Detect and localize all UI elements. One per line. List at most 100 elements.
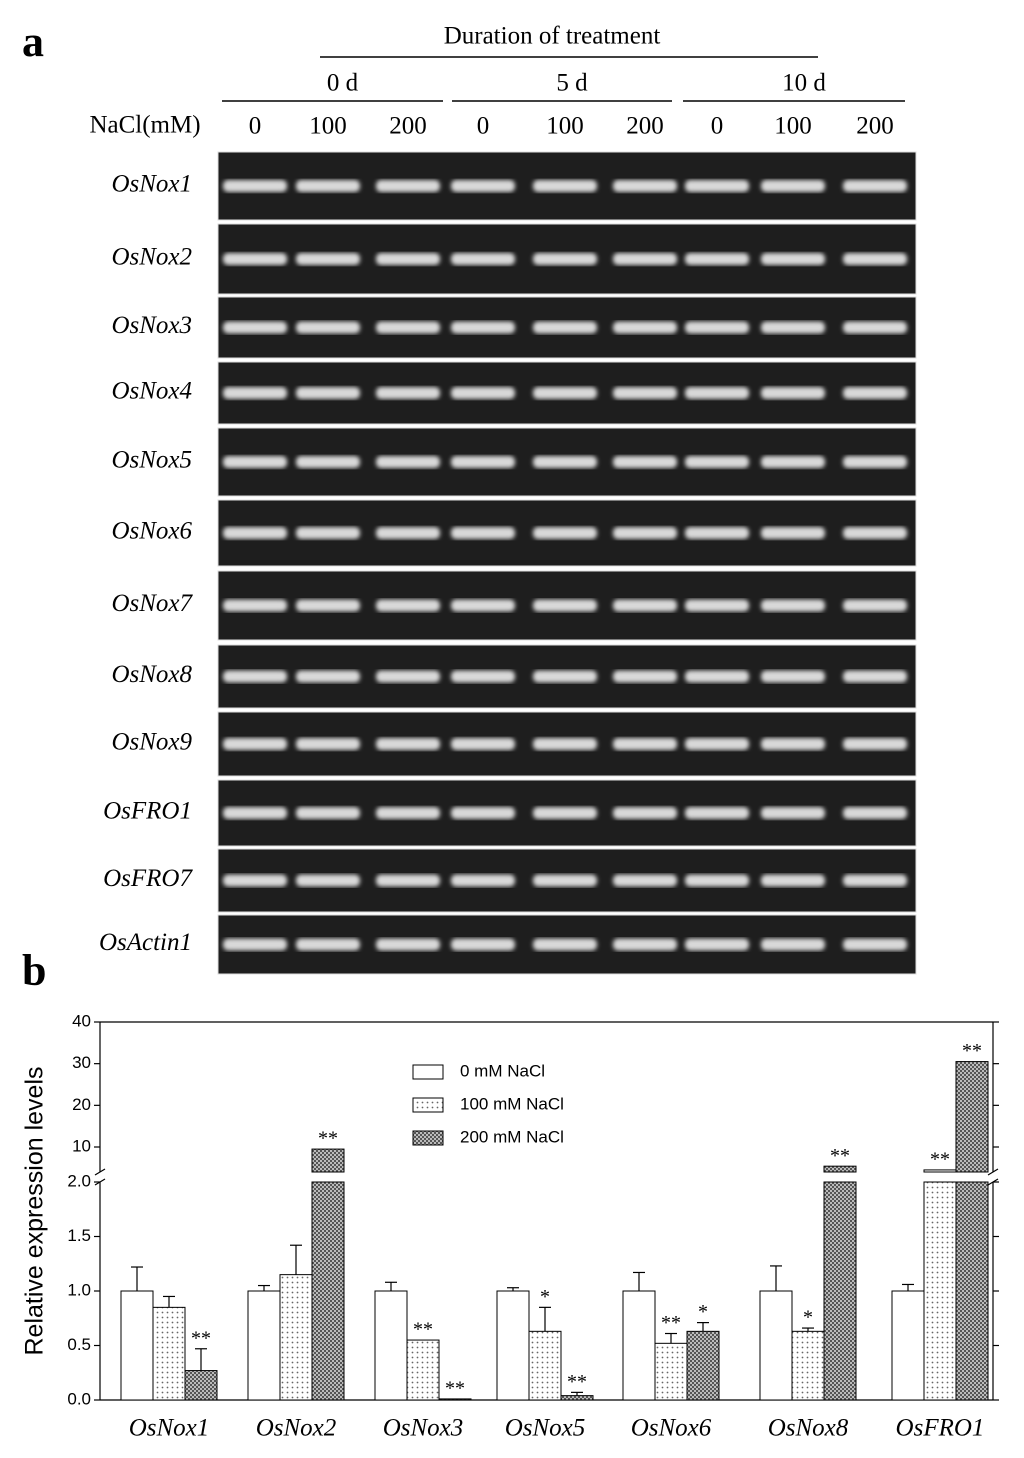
x-tick-label: OsNox1 — [129, 1415, 210, 1442]
x-tick-label: OsNox3 — [383, 1415, 464, 1442]
gel-band — [223, 670, 287, 683]
bar — [374, 1290, 408, 1401]
y-tick-label: 20 — [72, 1095, 91, 1114]
gel-band — [613, 670, 677, 683]
gel-band — [533, 180, 597, 192]
legend-swatch — [412, 1097, 444, 1113]
gel-band — [843, 387, 907, 399]
gel-band — [451, 874, 515, 887]
significance: * — [698, 1301, 708, 1323]
gel-band — [376, 938, 440, 951]
gel-band — [296, 670, 360, 683]
gel-band — [376, 670, 440, 683]
gel-band — [376, 599, 440, 612]
gene-label: OsNox3 — [111, 312, 192, 339]
gel-band — [533, 599, 597, 612]
gel-band — [451, 321, 515, 334]
y-tick-label: 10 — [72, 1136, 91, 1155]
gel-band — [376, 253, 440, 265]
gel-band — [296, 387, 360, 399]
bar — [560, 1395, 594, 1401]
gel-band — [685, 938, 749, 951]
gene-label: OsNox8 — [111, 661, 192, 688]
gene-label: OsNox4 — [111, 378, 192, 405]
bar — [791, 1330, 825, 1401]
bar — [686, 1330, 720, 1401]
significance: ** — [413, 1319, 433, 1341]
bar — [247, 1290, 281, 1401]
gel-band — [451, 253, 515, 265]
gel-band — [533, 670, 597, 683]
lane-label: 0 — [249, 113, 262, 140]
nacl-label: NaCl(mM) — [89, 112, 200, 139]
gel-band — [761, 938, 825, 951]
gel-band — [451, 670, 515, 683]
gel-band — [685, 599, 749, 612]
gel-band — [685, 738, 749, 750]
significance: ** — [567, 1371, 587, 1393]
gel-band — [376, 738, 440, 750]
gel-band — [761, 738, 825, 750]
gel-band — [533, 456, 597, 468]
gel-band — [843, 321, 907, 334]
gel-band — [533, 321, 597, 334]
gene-label: OsNox2 — [111, 244, 192, 271]
significance: ** — [445, 1378, 465, 1400]
gel-band — [761, 807, 825, 819]
gel-band — [613, 938, 677, 951]
gel-band — [685, 387, 749, 399]
gel-band — [761, 527, 825, 539]
gel-band — [376, 387, 440, 399]
lane-label: 200 — [856, 113, 894, 140]
gel-band — [533, 874, 597, 887]
gel-band — [296, 456, 360, 468]
gel-band — [376, 527, 440, 539]
gel-band — [223, 874, 287, 887]
x-tick-label: OsFRO1 — [896, 1415, 985, 1442]
gel-band — [223, 807, 287, 819]
gel-band — [223, 180, 287, 192]
gel-band — [843, 738, 907, 750]
gel-band — [761, 874, 825, 887]
bar — [891, 1290, 925, 1401]
duration-label: 10 d — [782, 70, 826, 97]
gel-band — [843, 253, 907, 265]
bar-lower — [311, 1181, 345, 1401]
gel-band — [613, 321, 677, 334]
gel-band — [843, 527, 907, 539]
gel-band — [843, 180, 907, 192]
gel-band — [761, 599, 825, 612]
gel-band — [613, 387, 677, 399]
y-tick-label: 1.5 — [67, 1226, 91, 1245]
gel-band — [761, 670, 825, 683]
gel-band — [613, 180, 677, 192]
bar — [184, 1370, 218, 1401]
gel-band — [296, 253, 360, 265]
gel-band — [685, 253, 749, 265]
gel-band — [223, 738, 287, 750]
gel-band — [451, 527, 515, 539]
bar-upper — [955, 1061, 989, 1173]
significance: ** — [830, 1145, 850, 1167]
duration-label: 0 d — [327, 70, 359, 97]
significance: ** — [191, 1327, 211, 1349]
gel-band — [685, 807, 749, 819]
gel-band — [761, 180, 825, 192]
bar — [654, 1342, 688, 1401]
gel-band — [451, 807, 515, 819]
bar — [528, 1330, 562, 1401]
gel-band — [296, 738, 360, 750]
y-tick-label: 1.0 — [67, 1280, 91, 1299]
gel-band — [533, 253, 597, 265]
lane-label: 100 — [309, 113, 347, 140]
x-tick-label: OsNox6 — [631, 1415, 712, 1442]
duration-title: Duration of treatment — [444, 23, 661, 50]
lane-label: 0 — [711, 113, 724, 140]
gel-band — [296, 321, 360, 334]
gel-band — [376, 321, 440, 334]
y-tick-label: 0.5 — [67, 1335, 91, 1354]
bar — [406, 1339, 440, 1401]
panel-label: b — [22, 946, 46, 995]
gel-band — [376, 807, 440, 819]
lane-label: 0 — [477, 113, 490, 140]
